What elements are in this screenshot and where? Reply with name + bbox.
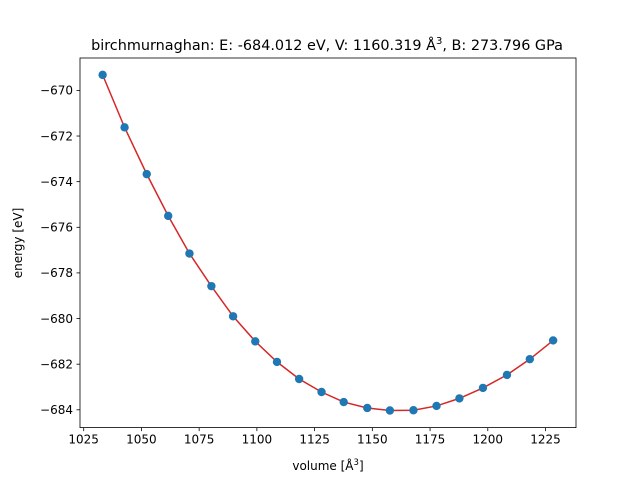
data-points (98, 70, 558, 415)
y-tick-label: −678 (40, 266, 73, 280)
y-tick-label: −682 (40, 357, 73, 371)
x-tick-label: 1025 (68, 433, 99, 447)
data-point (525, 354, 535, 364)
x-tick-label: 1150 (357, 433, 388, 447)
x-tick-label: 1100 (242, 433, 273, 447)
data-point (478, 383, 488, 393)
chart-title-superscript: 3 (436, 36, 442, 47)
x-tick-label: 1050 (126, 433, 157, 447)
x-axis-label-superscript: 3 (354, 458, 359, 468)
y-axis-label: energy [eV] (11, 208, 25, 279)
data-point (98, 70, 107, 80)
y-tick-label: −672 (40, 129, 73, 143)
data-point (142, 169, 151, 179)
data-point (185, 249, 194, 258)
y-tick-label: −680 (40, 312, 73, 326)
x-tick-label: 1175 (415, 433, 446, 447)
data-point (432, 401, 441, 411)
x-tick-label: 1125 (299, 433, 330, 447)
y-tick-label: −676 (40, 221, 73, 235)
plot-frame (79, 57, 577, 429)
chart-title-main: birchmurnaghan: E: -684.012 eV, V: 1160.… (91, 37, 436, 54)
data-point (363, 403, 372, 413)
x-axis-ticks: 1025 1050 1075 1100 1125 1150 1175 1200 1225 (68, 427, 561, 447)
data-point (207, 281, 216, 291)
data-point (317, 387, 326, 397)
data-point (120, 123, 129, 132)
data-point (272, 357, 282, 367)
data-point (455, 394, 464, 403)
x-axis-label-main: volume [Å (292, 458, 354, 473)
data-point (548, 336, 558, 345)
x-axis-label-end: ] (359, 459, 364, 473)
data-point (339, 397, 348, 407)
data-point (228, 312, 238, 321)
y-axis-ticks: −684 −682 −680 −678 −676 −674 −672 −670 (40, 84, 80, 417)
data-point (502, 370, 512, 380)
y-tick-label: −674 (40, 175, 73, 189)
x-tick-label: 1225 (530, 433, 561, 447)
data-point (409, 406, 418, 415)
chart-title: birchmurnaghan: E: -684.012 eV, V: 1160.… (91, 36, 563, 54)
data-point (385, 406, 395, 415)
x-tick-label: 1075 (184, 433, 215, 447)
data-point (251, 337, 260, 346)
x-axis-label: volume [Å3] (292, 458, 363, 473)
chart-title-end: , B: 273.796 GPa (442, 38, 563, 54)
data-point (294, 374, 304, 384)
x-tick-label: 1200 (473, 433, 504, 447)
data-point (164, 211, 173, 221)
y-tick-label: −684 (40, 403, 73, 417)
y-tick-label: −670 (40, 84, 73, 98)
